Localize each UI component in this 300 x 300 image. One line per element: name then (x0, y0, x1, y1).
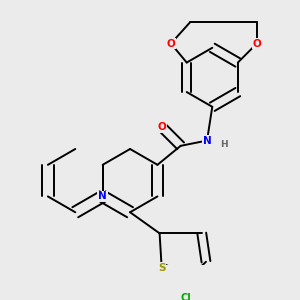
Text: O: O (157, 122, 166, 132)
Text: Cl: Cl (181, 293, 191, 300)
Text: H: H (220, 140, 227, 149)
Text: N: N (98, 191, 107, 201)
Text: N: N (202, 136, 211, 146)
Text: O: O (253, 39, 261, 49)
Text: O: O (167, 39, 175, 49)
Text: S: S (158, 263, 166, 273)
